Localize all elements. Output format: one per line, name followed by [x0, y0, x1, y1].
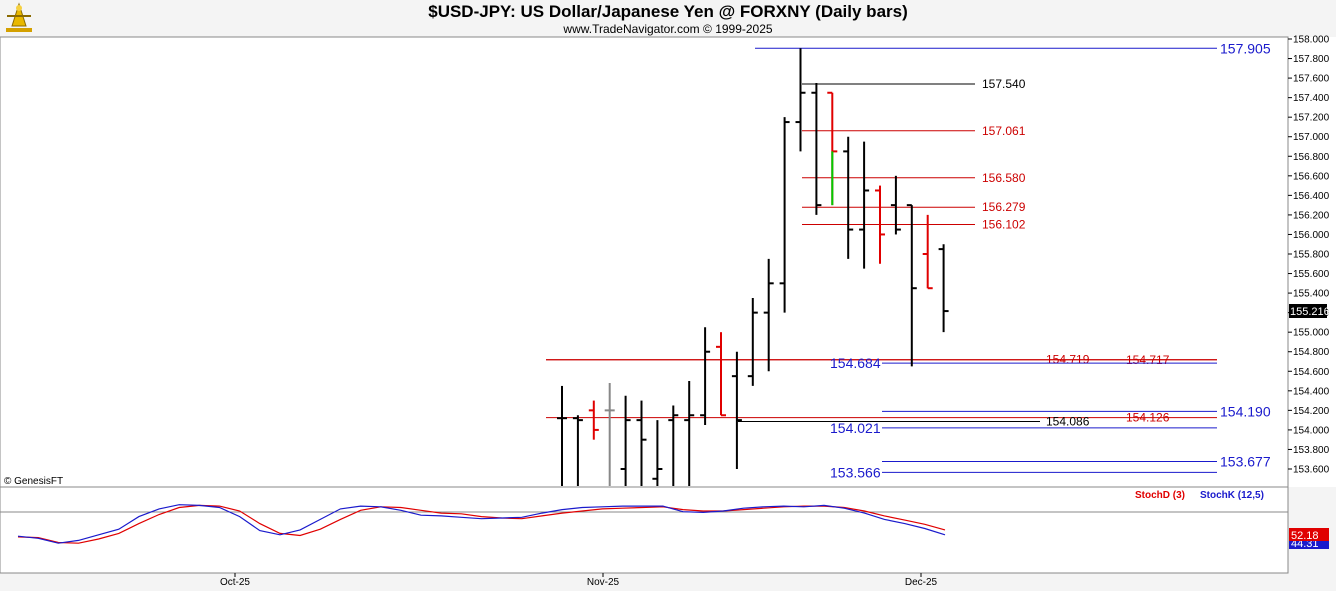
watermark: © GenesisFT	[4, 476, 63, 487]
level-label: 154.190	[1220, 403, 1271, 419]
price-tick-label: 156.200	[1293, 210, 1330, 221]
last-price-label: 155.216	[1290, 306, 1330, 318]
stochastic-lines	[17, 504, 946, 544]
price-tick-label: 156.000	[1293, 230, 1330, 241]
ohlc-bar	[684, 381, 695, 486]
x-tick-label: Dec-25	[905, 577, 938, 588]
ohlc-bar	[588, 400, 599, 440]
price-tick-label: 154.000	[1293, 425, 1330, 436]
price-panel	[0, 36, 1289, 488]
price-tick-label: 157.200	[1293, 113, 1330, 124]
level-label: 154.684	[830, 355, 881, 371]
ohlc-bar	[811, 82, 822, 215]
ohlc-bar	[875, 185, 885, 264]
last-price-box	[1289, 304, 1327, 318]
ohlc-bar	[890, 175, 901, 235]
price-tick-label: 154.600	[1293, 367, 1330, 378]
chart-header: $USD-JPY: US Dollar/Japanese Yen @ FORXN…	[0, 0, 1336, 37]
ohlc-bar	[700, 327, 711, 426]
ohlc-bar	[604, 383, 615, 486]
price-tick-label: 155.600	[1293, 269, 1330, 280]
stoch-d-last-label: 52.18	[1291, 530, 1319, 542]
ohlc-bar	[843, 136, 854, 259]
ohlc-bar	[620, 395, 631, 486]
ohlc-bar	[922, 214, 933, 290]
level-label: 156.102	[982, 217, 1026, 231]
level-label: 156.279	[982, 200, 1026, 214]
price-tick-label: 156.600	[1293, 171, 1330, 182]
ohlc-bar	[716, 332, 726, 417]
price-tick-label: 157.000	[1293, 132, 1330, 143]
x-tick-label: Nov-25	[587, 577, 620, 588]
price-tick-label: 155.400	[1293, 289, 1330, 300]
price-tick-label: 153.800	[1293, 445, 1330, 456]
level-label: 156.580	[982, 171, 1026, 185]
stoch-d-title: StochD (3)	[1135, 490, 1185, 501]
trade-navigator-logo-icon	[6, 2, 32, 32]
price-tick-label: 155.800	[1293, 250, 1330, 261]
price-tick-label: 157.400	[1293, 93, 1330, 104]
ohlc-bar	[859, 141, 870, 269]
chart-title: $USD-JPY: US Dollar/Japanese Yen @ FORXN…	[428, 2, 908, 21]
ohlc-bar	[906, 204, 917, 367]
price-tick-label: 157.800	[1293, 54, 1330, 65]
level-label: 154.086	[1046, 415, 1090, 429]
level-label: 154.717	[1126, 353, 1170, 367]
price-ticks: 158.000 157.800 157.600 157.400 157.200 157.0…	[1288, 35, 1330, 476]
level-label: 157.905	[1220, 40, 1271, 56]
ohlc-bars	[557, 48, 949, 486]
stoch-d-last-box	[1289, 528, 1329, 541]
price-tick-label: 157.600	[1293, 74, 1330, 85]
ohlc-bar	[747, 297, 758, 386]
price-tick-label: 156.400	[1293, 191, 1330, 202]
level-label: 153.566	[830, 464, 881, 480]
x-tick-label: Oct-25	[220, 577, 250, 588]
price-tick-label: 154.200	[1293, 406, 1330, 417]
stoch-k-title: StochK (12,5)	[1200, 490, 1264, 501]
ohlc-bar	[731, 351, 742, 469]
level-label: 154.021	[830, 420, 881, 436]
price-tick-label: 156.800	[1293, 152, 1330, 163]
level-label: 157.061	[982, 124, 1026, 138]
ohlc-bar	[636, 400, 647, 486]
price-tick-label: 155.000	[1293, 328, 1330, 339]
price-tick-label: 153.600	[1293, 465, 1330, 476]
level-label: 154.126	[1126, 411, 1170, 425]
ohlc-bar	[795, 48, 806, 152]
price-levels: 157.905 157.540 157.061 156.580 156.279 156.1…	[546, 40, 1271, 480]
ohlc-bar	[779, 117, 790, 313]
price-tick-label: 158.000	[1293, 35, 1330, 46]
ohlc-bar	[557, 385, 567, 486]
level-label: 153.677	[1220, 453, 1271, 469]
ohlc-bar	[827, 91, 838, 206]
ohlc-bar	[572, 415, 583, 486]
price-tick-label: 154.400	[1293, 386, 1330, 397]
ohlc-bar	[763, 258, 774, 372]
ohlc-bar	[652, 420, 663, 486]
chart-subtitle: www.TradeNavigator.com © 1999-2025	[563, 22, 773, 36]
x-axis-labels: Oct-25 Nov-25 Dec-25	[220, 573, 938, 588]
ohlc-bar	[938, 244, 949, 333]
ohlc-bar	[668, 405, 679, 486]
stochastic-panel	[0, 486, 1289, 574]
price-tick-label: 154.800	[1293, 347, 1330, 358]
stoch-k-line	[17, 504, 946, 544]
price-axis	[1288, 37, 1336, 487]
level-label: 157.540	[982, 77, 1026, 91]
